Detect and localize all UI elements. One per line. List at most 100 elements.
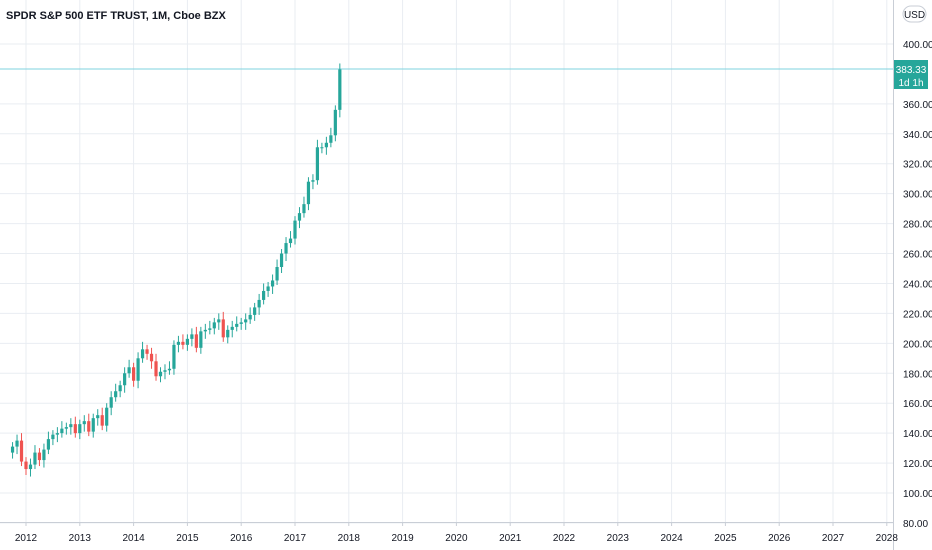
candle-up [118,385,122,392]
currency-label: USD [904,10,925,21]
candle-up [28,464,33,470]
y-tick-label: 200.00 [903,339,932,350]
candle-down [154,361,158,377]
candle-up [185,338,189,345]
candle-down [100,415,104,426]
candle-up [114,391,118,398]
candle-up [190,334,194,339]
candle-up [140,349,145,359]
x-tick-label: 2026 [768,533,791,544]
candle-down [73,424,77,434]
candle-up [163,370,167,372]
last-price-value: 383.33 [896,65,927,76]
candle-up [217,319,221,323]
y-tick-label: 320.00 [903,160,932,171]
candle-up [33,452,37,465]
candle-up [176,341,181,345]
candle-up [60,428,64,434]
candle-up [235,323,239,327]
candle-down [87,421,91,432]
candle-up [172,344,176,369]
x-tick-label: 2019 [391,533,414,544]
x-tick-label: 2013 [69,533,92,544]
candle-up [338,69,342,110]
candle-up [302,204,306,214]
candle-up [10,446,15,453]
candle-up [78,424,82,434]
x-tick-label: 2015 [176,533,199,544]
y-tick-label: 240.00 [903,279,932,290]
y-tick-label: 340.00 [903,130,932,141]
currency-button[interactable]: USD [902,5,927,23]
x-tick-label: 2016 [230,533,253,544]
candle-down [19,440,24,462]
candle-down [132,367,136,381]
chart-title: SPDR S&P 500 ETF TRUST, 1M, Cboe BZX [6,10,227,22]
x-tick-label: 2023 [607,533,630,544]
candle-up [167,368,172,371]
candle-up [46,439,51,450]
candle-up [306,181,311,205]
candle-up [297,213,302,221]
x-tick-label: 2018 [338,533,361,544]
candle-up [82,421,86,425]
candle-up [324,142,328,148]
y-tick-label: 280.00 [903,220,932,231]
y-tick-label: 160.00 [903,399,932,410]
candle-down [37,452,42,461]
candle-up [333,109,337,136]
candle-up [123,373,127,386]
y-tick-label: 260.00 [903,250,932,261]
candle-up [293,220,297,239]
y-tick-label: 220.00 [903,309,932,320]
candle-up [279,253,284,268]
x-tick-label: 2028 [876,533,899,544]
candle-up [239,322,243,324]
candle-up [253,307,257,315]
time-axis[interactable]: 2012 2013 2014 2015 2016 2017 2018 2019 2020 2021… [15,522,898,544]
candle-up [127,367,131,374]
x-tick-label: 2027 [822,533,845,544]
y-tick-label: 400.00 [903,40,932,51]
candle-up [96,415,100,419]
candle-down [221,319,225,338]
candle-up [257,299,261,308]
candle-up [69,424,73,428]
x-tick-label: 2022 [553,533,576,544]
candle-up [42,449,46,461]
candle-up [284,243,288,254]
y-tick-label: 140.00 [903,429,932,440]
y-tick-label: 360.00 [903,100,932,111]
candles [10,63,342,477]
candle-up [275,267,279,281]
candle-up [15,440,19,447]
x-tick-label: 2014 [122,533,145,544]
candle-up [320,147,324,149]
x-tick-label: 2017 [284,533,307,544]
y-tick-label: 80.00 [903,519,928,530]
candle-up [270,280,275,287]
candle-up [244,319,248,323]
candle-up [262,290,266,300]
candle-up [203,329,207,332]
x-tick-label: 2012 [15,533,38,544]
candle-up [51,434,55,440]
candle-up [288,238,293,244]
grid-lines [0,0,893,524]
candle-up [105,407,109,426]
candle-down [149,353,154,362]
x-tick-label: 2021 [499,533,522,544]
candle-up [91,418,95,432]
x-tick-label: 2024 [660,533,683,544]
candle-down [181,341,185,345]
candle-up [311,180,315,182]
candle-up [109,397,113,408]
candle-up [248,314,252,320]
y-tick-label: 120.00 [903,459,932,470]
candle-up [315,147,320,181]
candle-up [64,427,68,429]
price-axis[interactable]: 80.00 100.00 120.00 140.00 160.00 180.00 200.0… [903,40,932,530]
candle-down [194,334,198,348]
x-tick-label: 2025 [714,533,737,544]
